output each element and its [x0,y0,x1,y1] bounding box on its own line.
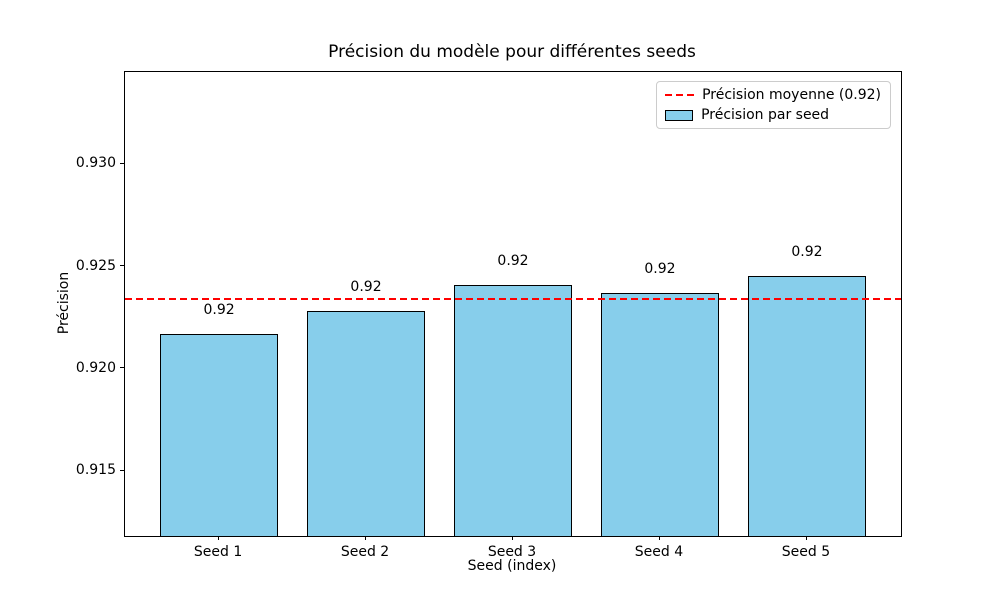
y-tick-mark [120,162,124,164]
legend-entry-mean: Précision moyenne (0.92) [665,87,881,103]
x-tick-label: Seed 1 [193,544,243,560]
dashed-line-icon [665,94,695,96]
x-tick-mark [218,536,220,540]
bar-value-label: 0.92 [791,244,823,261]
y-tick-label: 0.930 [75,155,116,172]
y-tick-label: 0.915 [75,462,116,479]
x-tick-label: Seed 3 [487,544,537,560]
legend-label-mean: Précision moyenne (0.92) [702,87,881,103]
legend-label-bars: Précision par seed [701,107,830,123]
plot-area: 0.92 0.92 0.92 0.92 0.92 Précision moyenne (… [124,71,902,537]
bar-seed-5 [748,276,866,536]
y-tick-label: 0.925 [75,257,116,274]
x-tick-mark [658,536,660,540]
y-tick-label: 0.920 [75,359,116,376]
bar-seed-4 [601,292,719,536]
legend: Précision moyenne (0.92) Précision par s… [656,81,891,129]
y-tick-mark [120,367,124,369]
y-tick-mark [120,265,124,267]
bar-patch-icon [665,109,694,121]
mean-dashed-line [125,297,901,300]
bar-seed-3 [454,284,572,536]
bar-value-label: 0.92 [497,252,529,269]
bar-value-label: 0.92 [350,279,382,296]
bar-value-label: 0.92 [644,260,676,277]
chart-title: Précision du modèle pour différentes see… [328,42,696,62]
x-axis-label: Seed (index) [467,558,557,574]
bar-value-label: 0.92 [203,301,235,318]
x-tick-label: Seed 4 [634,544,684,560]
legend-entry-bars: Précision par seed [665,107,881,123]
x-tick-mark [365,536,367,540]
y-axis-label: Précision [56,271,72,335]
x-tick-label: Seed 5 [781,544,831,560]
bar-seed-1 [160,333,278,536]
x-tick-mark [512,536,513,540]
x-tick-label: Seed 2 [340,544,390,560]
bar-seed-2 [307,311,425,536]
y-tick-mark [120,469,124,471]
x-tick-mark [805,536,807,540]
